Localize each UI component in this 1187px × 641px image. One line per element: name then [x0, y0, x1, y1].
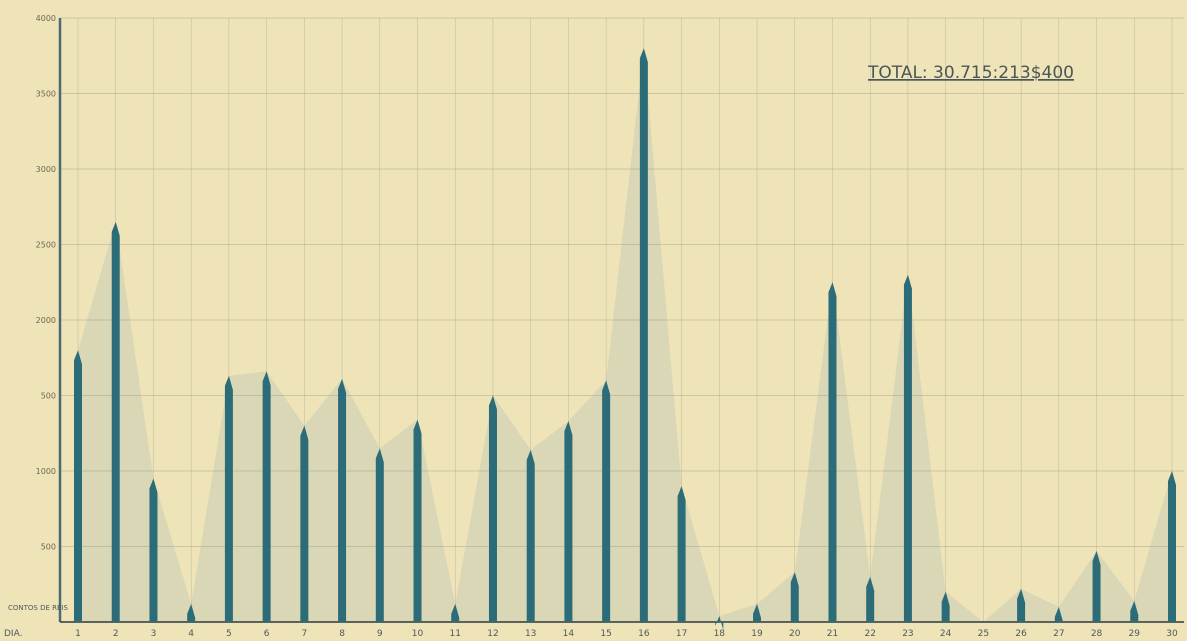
shading-layer: [78, 48, 1172, 622]
bar-layer: [74, 48, 1176, 630]
y-tick-label: 3500: [36, 90, 56, 99]
y-axis-unit-label: CONTOS DE REIS: [8, 604, 68, 612]
bar-day-20: [790, 572, 799, 622]
x-tick-label: 14: [563, 629, 575, 639]
x-axis-label: DIA.: [4, 629, 22, 639]
bar-day-30: [1168, 471, 1176, 622]
bar-day-17: [677, 486, 686, 622]
x-tick-label: 28: [1091, 629, 1103, 639]
x-tick-label: 5: [226, 629, 232, 639]
x-axis-ticks: 1 2 3 4 5 6 7 8 9 10 11 12 13 14 15 16 17 18 19 20 21 22 23 24 2…: [75, 629, 1178, 639]
bar-day-12: [488, 395, 497, 622]
bar-day-21: [828, 282, 837, 622]
x-tick-label: 3: [151, 629, 157, 639]
x-tick-label: 15: [600, 629, 611, 639]
bar-day-18: [715, 615, 724, 630]
total-annotation: TOTAL: 30.715:213$400: [867, 63, 1074, 83]
bar-day-19: [753, 603, 762, 622]
x-tick-label: 4: [188, 629, 194, 639]
y-tick-label: 2500: [36, 241, 56, 250]
x-tick-label: 17: [676, 629, 687, 639]
x-tick-label: 22: [864, 629, 875, 639]
shaded-area: [78, 48, 1172, 622]
x-tick-label: 24: [940, 629, 952, 639]
x-tick-label: 21: [827, 629, 838, 639]
x-tick-label: 2: [113, 629, 119, 639]
x-tick-label: 26: [1015, 629, 1027, 639]
y-tick-label: 1000: [36, 467, 56, 476]
x-tick-label: 8: [339, 629, 345, 639]
bar-day-5: [224, 375, 233, 622]
x-tick-label: 27: [1053, 629, 1064, 639]
x-tick-label: 12: [487, 629, 498, 639]
bar-day-23: [903, 274, 912, 622]
x-tick-label: 20: [789, 629, 801, 639]
bar-day-6: [262, 371, 271, 622]
bar-day-3: [149, 478, 158, 622]
x-tick-label: 19: [751, 629, 763, 639]
bar-day-7: [300, 425, 309, 622]
bar-day-13: [526, 449, 535, 622]
bar-day-2: [111, 221, 120, 622]
bar-day-24: [941, 591, 950, 622]
y-axis-ticks: 500 1000 500 2000 2500 3000 3500 4000: [36, 14, 56, 552]
bar-day-27: [1054, 606, 1063, 622]
bar-day-28: [1092, 551, 1101, 622]
x-tick-label: 10: [412, 629, 424, 639]
bar-day-10: [413, 419, 422, 622]
bar-day-9: [375, 448, 384, 622]
x-tick-label: 16: [638, 629, 650, 639]
bar-day-1: [74, 350, 82, 622]
x-tick-label: 30: [1166, 629, 1178, 639]
y-tick-label: 2000: [36, 316, 56, 325]
bar-day-26: [1017, 588, 1026, 622]
bar-day-14: [564, 421, 573, 622]
bar-day-15: [602, 380, 611, 622]
bar-day-29: [1130, 600, 1139, 622]
bar-day-8: [338, 378, 347, 622]
x-tick-label: 1: [75, 629, 81, 639]
y-tick-label: 500: [41, 543, 56, 552]
y-tick-label: 500: [41, 392, 56, 401]
x-tick-label: 23: [902, 629, 913, 639]
x-tick-label: 29: [1129, 629, 1141, 639]
x-tick-label: 18: [714, 629, 726, 639]
x-tick-label: 7: [301, 629, 307, 639]
y-tick-label: 4000: [36, 14, 56, 23]
y-tick-label: 3000: [36, 165, 56, 174]
x-tick-label: 6: [264, 629, 270, 639]
bar-day-16: [639, 48, 648, 622]
bar-day-22: [866, 576, 875, 622]
x-tick-label: 9: [377, 629, 383, 639]
x-tick-label: 11: [450, 629, 461, 639]
x-tick-label: 25: [978, 629, 989, 639]
bar-day-4: [187, 603, 196, 622]
x-tick-label: 13: [525, 629, 536, 639]
bar-day-11: [451, 603, 460, 622]
